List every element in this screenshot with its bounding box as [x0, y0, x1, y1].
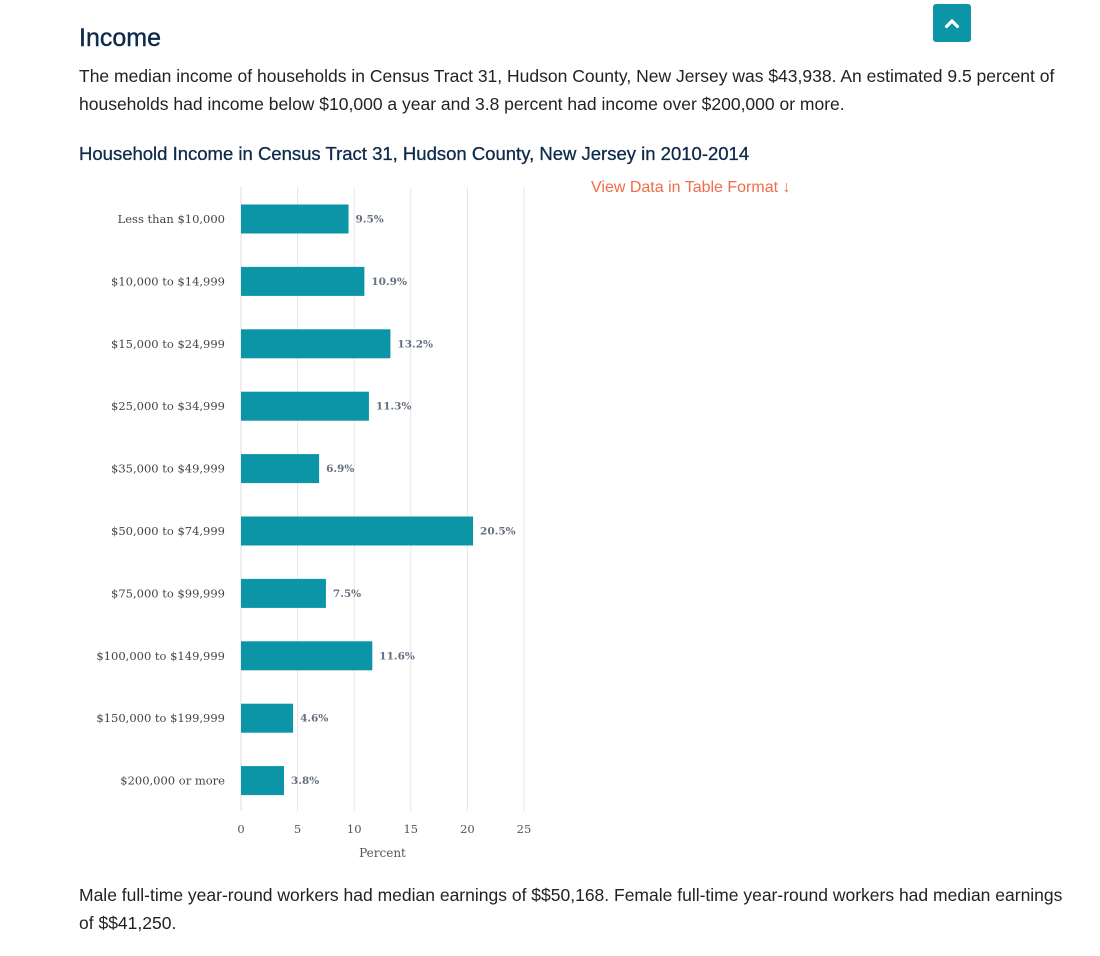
data-label: 11.3% — [376, 401, 412, 413]
section-title: Income — [79, 24, 161, 52]
bar[interactable] — [241, 391, 369, 421]
intro-paragraph: The median income of households in Censu… — [79, 66, 1055, 114]
category-label: $75,000 to $99,999 — [111, 586, 225, 600]
scroll-to-top-button[interactable] — [933, 4, 971, 42]
bar[interactable] — [241, 329, 391, 359]
data-label: 7.5% — [333, 588, 361, 600]
chart-title: Household Income in Census Tract 31, Hud… — [79, 143, 750, 164]
category-label: $50,000 to $74,999 — [111, 524, 225, 538]
x-tick-label: 0 — [237, 822, 244, 836]
data-label: 4.6% — [300, 713, 328, 725]
category-label: $200,000 or more — [120, 774, 225, 788]
x-axis-title: Percent — [359, 846, 406, 860]
x-tick-label: 20 — [460, 822, 475, 836]
data-label: 13.2% — [397, 338, 433, 350]
data-label: 3.8% — [291, 775, 319, 787]
bar[interactable] — [241, 766, 285, 796]
category-label: $100,000 to $149,999 — [96, 649, 225, 663]
category-label: $150,000 to $199,999 — [96, 711, 225, 725]
category-label: Less than $10,000 — [118, 212, 225, 226]
category-label: $35,000 to $49,999 — [111, 462, 225, 476]
bar[interactable] — [241, 516, 474, 546]
category-label: $10,000 to $14,999 — [111, 274, 225, 288]
chevron-up-icon — [944, 19, 960, 29]
bar[interactable] — [241, 578, 326, 608]
x-tick-label: 5 — [294, 822, 301, 836]
data-label: 6.9% — [326, 463, 354, 475]
bar[interactable] — [241, 703, 294, 733]
category-labels: Less than $10,000 $10,000 to $14,999 $15,0… — [96, 212, 225, 788]
x-tick-label: 15 — [403, 822, 418, 836]
category-label: $15,000 to $24,999 — [111, 337, 225, 351]
bar-layer — [241, 204, 474, 796]
view-table-link[interactable]: View Data in Table Format ↓ — [591, 179, 791, 196]
bar[interactable] — [241, 454, 320, 484]
data-labels: 9.5% 10.9% 13.2% 11.3% 6.9% 20.5% 7.5% 11.6% 4.6… — [291, 214, 516, 788]
data-label: 11.6% — [379, 650, 415, 662]
bar[interactable] — [241, 641, 373, 671]
data-label: 20.5% — [480, 526, 516, 538]
x-tick-labels: 0 5 10 15 20 25 — [237, 822, 531, 836]
earnings-paragraph: Male full-time year-round workers had me… — [79, 885, 1063, 933]
data-label: 9.5% — [356, 214, 384, 226]
data-label: 10.9% — [371, 276, 407, 288]
bar[interactable] — [241, 266, 365, 296]
category-label: $25,000 to $34,999 — [111, 399, 225, 413]
bar[interactable] — [241, 204, 349, 234]
x-tick-label: 25 — [517, 822, 532, 836]
x-tick-label: 10 — [347, 822, 362, 836]
